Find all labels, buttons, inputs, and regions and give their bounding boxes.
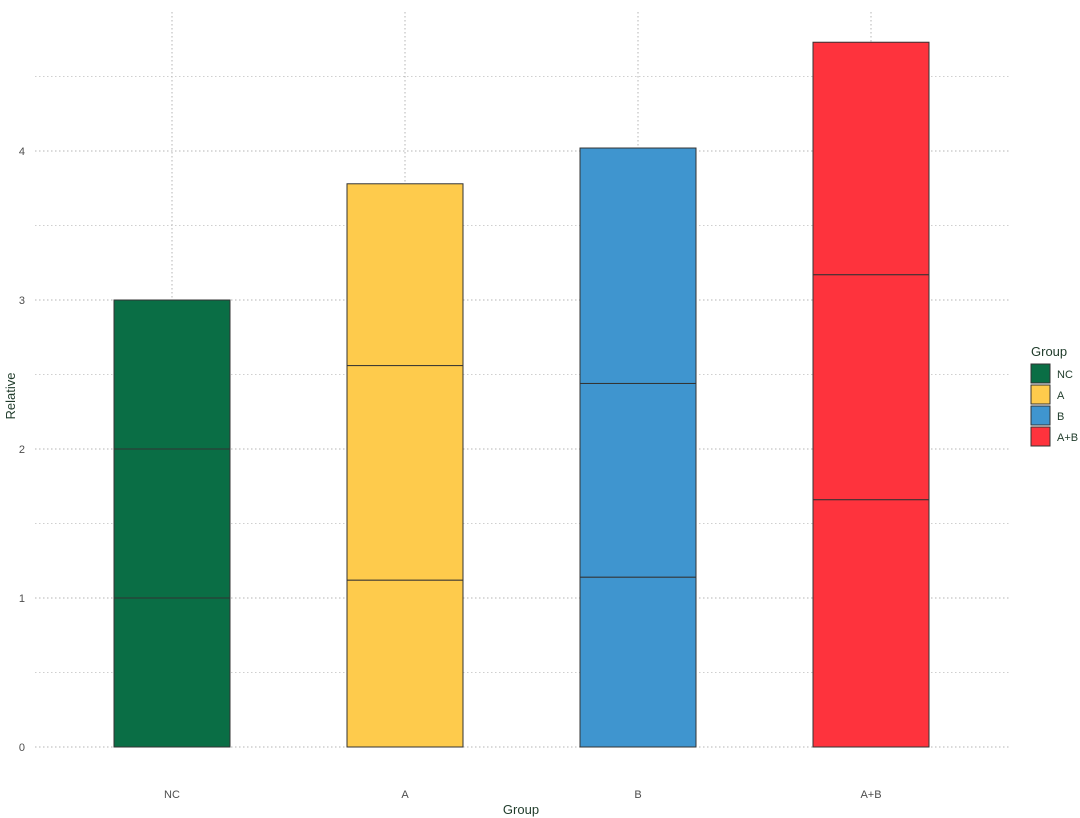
bar-segment: [579, 147, 697, 384]
bar-segment: [346, 365, 464, 581]
legend-label: A: [1057, 390, 1065, 402]
bar-segment: [579, 382, 697, 578]
y-tick-label: 3: [19, 295, 25, 307]
legend-swatch: [1030, 426, 1051, 447]
y-tick-label: 1: [19, 593, 25, 605]
bar-segment: [579, 576, 697, 748]
bars: [113, 41, 930, 748]
x-tick-label: A: [401, 789, 409, 801]
legend-label: NC: [1057, 369, 1073, 381]
bar-segment: [346, 579, 464, 748]
bar-segment: [346, 183, 464, 367]
bar-segment: [113, 597, 231, 748]
x-tick-label: A+B: [860, 789, 881, 801]
y-tick-label: 4: [19, 146, 25, 158]
bar-segment: [113, 448, 231, 599]
y-tick-label: 2: [19, 444, 25, 456]
bar-segment: [812, 274, 930, 501]
legend: Group NC AB A+B: [1030, 344, 1078, 447]
bar-segment: [113, 299, 231, 450]
legend-swatch: [1030, 405, 1051, 426]
legend-label: A+B: [1057, 432, 1078, 444]
legend-swatch: [1030, 384, 1051, 405]
x-axis-title: Group: [503, 802, 539, 817]
y-tick-label: 0: [19, 742, 25, 754]
y-axis-title: Relative: [3, 373, 18, 420]
x-tick-label: B: [634, 789, 641, 801]
bar-segment: [812, 41, 930, 276]
y-tick-labels: 0 1 2 3 4: [19, 146, 25, 754]
legend-label: B: [1057, 411, 1064, 423]
legend-swatch: [1030, 363, 1051, 384]
legend-title: Group: [1031, 344, 1067, 359]
bar-segment: [812, 499, 930, 748]
x-tick-labels: NC A B A+B: [164, 789, 882, 801]
x-tick-label: NC: [164, 789, 180, 801]
